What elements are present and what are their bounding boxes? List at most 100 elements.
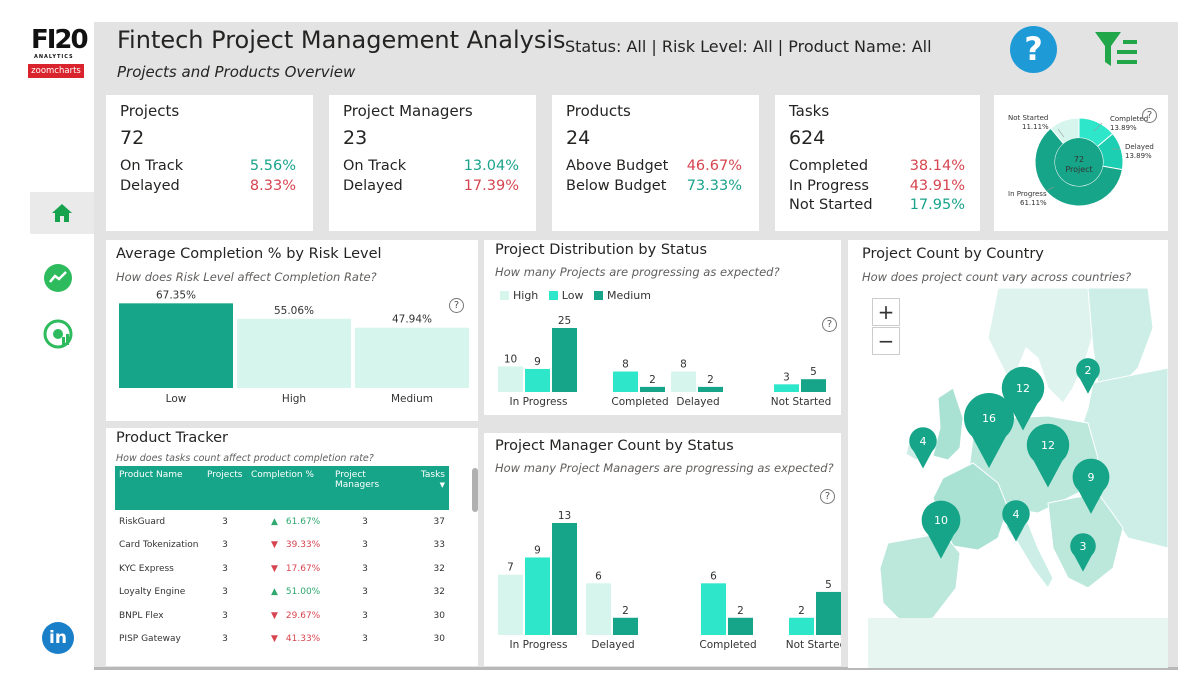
kpi-card-projects: Projects 72 On Track 5.56% Delayed 8.33% bbox=[106, 95, 313, 231]
donut-pct-delayed: 13.89% bbox=[1125, 152, 1152, 160]
cell-product-name: PISP Gateway bbox=[119, 634, 181, 645]
distribution-bar-high bbox=[498, 366, 523, 392]
donut-label-not-started: Not Started bbox=[1008, 114, 1048, 122]
linkedin-button[interactable]: in bbox=[42, 622, 74, 654]
donut-pct-in-progress: 61.11% bbox=[1020, 199, 1047, 207]
kpi-value: 24 bbox=[566, 127, 591, 149]
completion-category-label: Low bbox=[166, 393, 187, 405]
distribution-bar-medium bbox=[698, 386, 723, 392]
cell-product-name: RiskGuard bbox=[119, 516, 166, 527]
help-button[interactable]: ? bbox=[1010, 26, 1057, 73]
map-pin-label: 3 bbox=[1080, 540, 1087, 553]
manager-chart-subtitle: How many Project Managers are progressin… bbox=[495, 461, 834, 475]
distribution-bar-chart: 10 9 25 In Progress 8 2 Completed 8 2 Delayed 3 5 No… bbox=[498, 315, 831, 408]
distribution-data-label: 5 bbox=[810, 366, 817, 378]
legend-item-low[interactable]: Low bbox=[548, 289, 583, 302]
zoom-out-button[interactable]: − bbox=[872, 327, 900, 355]
col-product-name[interactable]: Product Name bbox=[115, 466, 203, 510]
country-map-card: Project Count by Country How does projec… bbox=[848, 240, 1168, 668]
sort-desc-icon: ▼ bbox=[439, 481, 445, 489]
distribution-help-icon[interactable]: ? bbox=[822, 317, 837, 332]
page-subtitle: Projects and Products Overview bbox=[117, 63, 356, 81]
completion-bar-medium bbox=[355, 327, 469, 388]
table-row[interactable]: Card Tokenization 3 ▼ 39.33% 3 33 bbox=[115, 534, 449, 558]
col-tasks-label: Tasks bbox=[420, 470, 445, 480]
cell-projects: 3 bbox=[222, 610, 228, 621]
completion-help-icon[interactable]: ? bbox=[449, 298, 464, 313]
cell-product-name: BNPL Flex bbox=[119, 610, 164, 621]
kpi-row-label: In Progress bbox=[789, 178, 869, 194]
triangle-down-icon: ▼ bbox=[271, 540, 278, 551]
triangle-down-icon: ▼ bbox=[271, 610, 278, 621]
donut-center bbox=[1055, 138, 1103, 186]
home-button[interactable] bbox=[30, 192, 94, 234]
legend-item-high[interactable]: High bbox=[500, 289, 538, 302]
sidebar: FI20 ANALYTICS zoomcharts in bbox=[22, 22, 94, 670]
zoom-in-button[interactable]: + bbox=[872, 298, 900, 326]
cell-tasks: 30 bbox=[433, 610, 445, 621]
manager-chart-title: Project Manager Count by Status bbox=[495, 438, 734, 454]
distribution-category-label: Completed bbox=[611, 396, 668, 408]
col-tasks[interactable]: Tasks ▼ bbox=[399, 466, 449, 510]
manager-data-label: 5 bbox=[825, 579, 832, 591]
table-row[interactable]: BNPL Flex 3 ▼ 29.67% 3 30 bbox=[115, 604, 449, 628]
kpi-row-pct: 13.04% bbox=[463, 158, 519, 174]
col-projects[interactable]: Projects bbox=[203, 466, 247, 510]
table-row[interactable]: Loyalty Engine 3 ▲ 51.00% 3 32 bbox=[115, 581, 449, 605]
distribution-data-label: 10 bbox=[504, 353, 517, 365]
manager-data-label: 7 bbox=[507, 562, 514, 574]
manager-bar-low bbox=[701, 583, 726, 635]
kpi-row-pct: 43.91% bbox=[909, 178, 965, 194]
status-donut-card: 72 Project Not Started 11.11% Completed … bbox=[994, 95, 1168, 231]
country-chart-title: Project Count by Country bbox=[862, 246, 1044, 262]
map-pin-label: 12 bbox=[1041, 439, 1055, 452]
cell-product-name: Loyalty Engine bbox=[119, 587, 186, 598]
completion-category-label: High bbox=[282, 393, 306, 405]
map-pin: 9 bbox=[1072, 458, 1110, 514]
manager-data-label: 2 bbox=[622, 605, 629, 617]
cell-project-managers: 3 bbox=[362, 634, 368, 645]
trend-button[interactable] bbox=[42, 262, 74, 294]
completion-bar-chart: 67.35% Low 55.06% High 47.94% Medium bbox=[119, 290, 469, 405]
tracker-subtitle: How does tasks count affect product comp… bbox=[116, 453, 374, 464]
map-pin: 12 bbox=[1026, 423, 1070, 488]
cell-completion: ▼ 39.33% bbox=[247, 534, 331, 558]
cell-projects: 3 bbox=[222, 516, 228, 527]
kpi-row-label: On Track bbox=[120, 158, 184, 174]
cell-tasks: 37 bbox=[433, 516, 445, 527]
distribution-bar-medium bbox=[801, 379, 826, 392]
donut-center-label: Project bbox=[1065, 165, 1092, 174]
completion-chart-subtitle: How does Risk Level affect Completion Ra… bbox=[116, 270, 377, 284]
kpi-row-pct: 8.33% bbox=[249, 178, 296, 194]
cell-completion: ▼ 17.67% bbox=[247, 557, 331, 581]
map-pin: 2 bbox=[1076, 358, 1100, 394]
cell-project-managers: 3 bbox=[362, 540, 368, 551]
table-row[interactable]: PISP Gateway 3 ▼ 41.33% 3 30 bbox=[115, 628, 449, 652]
table-row[interactable]: RiskGuard 3 ▲ 61.67% 3 37 bbox=[115, 510, 449, 534]
map-pin-label: 2 bbox=[1085, 364, 1092, 377]
table-row[interactable]: KYC Express 3 ▼ 17.67% 3 32 bbox=[115, 557, 449, 581]
filter-icon[interactable] bbox=[1093, 30, 1139, 70]
logo-sub: ANALYTICS bbox=[34, 54, 74, 60]
manager-help-icon[interactable]: ? bbox=[820, 489, 835, 504]
manager-chart-card: Project Manager Count by Status How many… bbox=[484, 433, 841, 666]
legend-item-medium[interactable]: Medium bbox=[593, 289, 651, 302]
col-project-managers[interactable]: Project Managers bbox=[331, 466, 399, 510]
gauge-button[interactable] bbox=[42, 318, 74, 350]
donut-pct-not-started: 11.11% bbox=[1022, 123, 1049, 131]
kpi-row-label: Completed bbox=[789, 158, 869, 174]
tracker-scrollbar[interactable] bbox=[472, 468, 478, 512]
donut-help-icon[interactable]: ? bbox=[1142, 108, 1157, 123]
manager-bar-medium bbox=[613, 617, 638, 635]
cell-completion: ▲ 51.00% bbox=[247, 581, 331, 605]
distribution-data-label: 2 bbox=[707, 374, 714, 386]
kpi-value: 624 bbox=[789, 127, 826, 149]
distribution-bar-medium bbox=[552, 328, 577, 392]
cell-tasks: 30 bbox=[433, 634, 445, 645]
triangle-down-icon: ▼ bbox=[271, 634, 278, 645]
map-pin-label: 16 bbox=[982, 412, 996, 425]
cell-projects: 3 bbox=[222, 540, 228, 551]
col-completion[interactable]: Completion % bbox=[247, 466, 331, 510]
donut-label-completed: Completed bbox=[1110, 115, 1148, 123]
manager-bar-medium bbox=[816, 591, 841, 635]
